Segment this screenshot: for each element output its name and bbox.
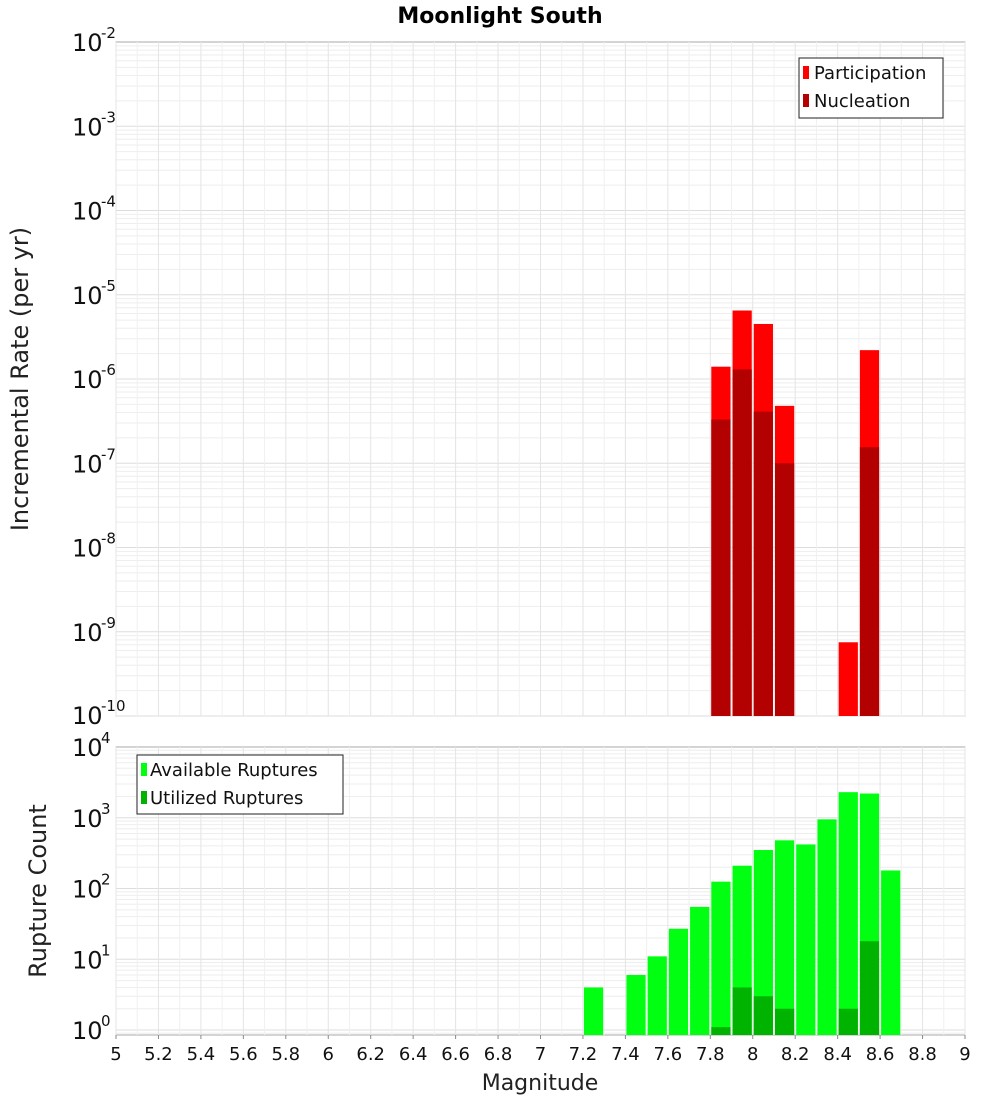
rate-y-tick-exponent: -8 [101, 530, 116, 548]
rate-y-tick-exponent: -9 [101, 614, 116, 632]
legend-label-utilized-ruptures: Utilized Ruptures [150, 788, 303, 809]
x-tick-label: 5.4 [187, 1044, 216, 1065]
count-bar-available-ruptures [583, 987, 604, 1035]
rate-y-tick-exponent: -5 [101, 277, 116, 295]
count-bar-available-ruptures [626, 974, 646, 1035]
count-y-tick-label: 10 [72, 876, 103, 904]
rate-y-tick-exponent: -3 [101, 108, 116, 126]
x-tick-label: 5 [110, 1044, 121, 1065]
count-y-tick-exponent: 4 [101, 729, 111, 747]
legend-swatch-nucleation [803, 94, 809, 107]
rate-y-tick-label: 10 [72, 702, 103, 730]
count-bar-available-ruptures [817, 819, 837, 1035]
legend-label-nucleation: Nucleation [814, 91, 910, 112]
x-tick-label: 7.4 [611, 1044, 640, 1065]
rate-bar-nucleation [732, 369, 752, 716]
x-tick-label: 9 [959, 1044, 970, 1065]
rate-bar-nucleation [774, 463, 795, 716]
rate-y-ticks: 10-210-310-410-510-610-710-810-910-10 [72, 24, 126, 730]
x-tick-label: 6.4 [399, 1044, 428, 1065]
x-tick-label: 7.8 [696, 1044, 725, 1065]
rate-bars [711, 310, 880, 716]
rate-y-tick-exponent: -7 [101, 445, 116, 463]
rate-y-tick-label: 10 [72, 619, 103, 647]
count-y-tick-label: 10 [72, 805, 103, 833]
count-legend-box [136, 754, 344, 815]
rate-legend: Participation Nucleation [798, 57, 944, 119]
rate-y-tick-label: 10 [72, 29, 103, 57]
x-tick-label: 7 [535, 1044, 546, 1065]
x-tick-label: 7.6 [654, 1044, 683, 1065]
count-bar-utilized-ruptures [838, 1008, 858, 1035]
rate-y-axis-label: Incremental Rate (per yr) [6, 227, 34, 531]
x-tick-label: 8.2 [781, 1044, 810, 1065]
rate-bar-nucleation [859, 447, 880, 716]
x-tick-label: 6.6 [441, 1044, 470, 1065]
x-tick-label: 7.2 [569, 1044, 598, 1065]
count-bar-available-ruptures [838, 792, 858, 1035]
x-tick-label: 8.8 [908, 1044, 937, 1065]
x-tick-label: 5.8 [271, 1044, 300, 1065]
count-bar-available-ruptures [753, 850, 773, 1035]
count-bar-available-ruptures [711, 881, 731, 1035]
rate-y-tick-exponent: -2 [101, 24, 116, 42]
rate-y-tick-label: 10 [72, 113, 103, 141]
legend-swatch-utilized-ruptures [141, 791, 147, 804]
count-y-tick-exponent: 3 [101, 800, 111, 818]
count-bar-utilized-ruptures [753, 996, 773, 1035]
rate-legend-box [798, 57, 944, 119]
x-tick-label: 5.2 [144, 1044, 173, 1065]
x-tick-label: 6.2 [356, 1044, 385, 1065]
legend-label-available-ruptures: Available Ruptures [150, 760, 318, 781]
chart-title: Moonlight South [397, 4, 602, 29]
rate-y-tick-exponent: -4 [101, 193, 116, 211]
count-bar-available-ruptures [796, 844, 816, 1035]
legend-swatch-available-ruptures [141, 763, 147, 776]
count-bar-utilized-ruptures [711, 1027, 731, 1035]
legend-swatch-participation [803, 66, 809, 79]
x-tick-labels: 5 5.2 5.4 5.6 5.8 6 6.2 6.4 6.6 6.8 7 7.2 7.4 7.6 7.8 8… [110, 1035, 971, 1065]
rate-y-tick-label: 10 [72, 535, 103, 563]
count-y-tick-exponent: 2 [101, 871, 111, 889]
x-tick-label: 6 [323, 1044, 334, 1065]
count-bar-available-ruptures [668, 928, 689, 1035]
rate-y-tick-label: 10 [72, 366, 103, 394]
x-tick-label: 8 [747, 1044, 758, 1065]
count-y-tick-label: 10 [72, 1017, 103, 1045]
count-y-tick-label: 10 [72, 734, 103, 762]
x-tick-label: 5.6 [229, 1044, 258, 1065]
count-bars [583, 792, 901, 1035]
rate-y-tick-label: 10 [72, 450, 103, 478]
count-y-axis-label: Rupture Count [24, 804, 52, 978]
count-bar-available-ruptures [774, 840, 795, 1035]
rate-panel: 10-210-310-410-510-610-710-810-910-10 In… [6, 24, 966, 730]
rate-bar-participation [838, 642, 858, 716]
rate-y-tick-exponent: -6 [101, 361, 116, 379]
count-bar-available-ruptures [690, 906, 710, 1035]
count-y-tick-label: 10 [72, 946, 103, 974]
legend-label-participation: Participation [814, 63, 926, 84]
rate-bar-nucleation [753, 411, 773, 716]
count-bar-utilized-ruptures [859, 941, 880, 1035]
rate-y-tick-exponent: -10 [101, 697, 126, 715]
rate-bar-nucleation [711, 419, 731, 716]
count-bar-utilized-ruptures [732, 987, 752, 1035]
count-bar-available-ruptures [647, 956, 667, 1035]
x-tick-label: 8.6 [866, 1044, 895, 1065]
count-bar-available-ruptures [881, 870, 901, 1035]
x-tick-label: 8.4 [823, 1044, 852, 1065]
count-bar-utilized-ruptures [774, 1008, 795, 1035]
x-axis-label: Magnitude [482, 1071, 599, 1096]
rate-y-tick-label: 10 [72, 198, 103, 226]
rate-gridlines [115, 42, 966, 717]
count-y-tick-exponent: 0 [101, 1012, 111, 1030]
count-y-tick-exponent: 1 [101, 941, 111, 959]
x-tick-label: 6.8 [484, 1044, 513, 1065]
count-legend: Available Ruptures Utilized Ruptures [136, 754, 344, 815]
rate-y-tick-label: 10 [72, 282, 103, 310]
